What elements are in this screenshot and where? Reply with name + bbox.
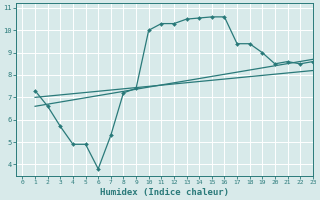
X-axis label: Humidex (Indice chaleur): Humidex (Indice chaleur) <box>100 188 229 197</box>
